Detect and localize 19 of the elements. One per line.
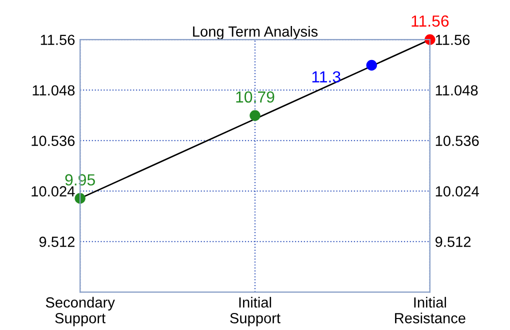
data-label: 11.3	[312, 71, 340, 83]
point	[250, 110, 260, 121]
y2-tick-label: 10.024	[436, 186, 479, 196]
y2-tick-label: 11.56	[436, 34, 470, 46]
y-tick-label: 11.048	[32, 85, 75, 96]
x-tick-label: Initial Support	[230, 296, 280, 326]
x-tick-label: Initial Resistance	[395, 296, 466, 324]
y-tick-label: 10.536	[32, 136, 75, 146]
y2-tick-label: 10.536	[436, 136, 479, 146]
x-tick-label: Secondary Support	[46, 296, 115, 326]
point	[366, 60, 377, 71]
y-tick-label: 11.56	[40, 34, 75, 46]
chart-title: Long Term Analysis	[193, 26, 318, 40]
y-tick-label: 10.024	[32, 186, 75, 196]
y2-tick-label: 9.512	[435, 236, 471, 247]
y-tick-label: 9.512	[39, 236, 74, 247]
data-label: 10.79	[236, 91, 274, 103]
data-label: 11.56	[412, 15, 449, 27]
y2-tick-label: 11.048	[436, 85, 478, 96]
